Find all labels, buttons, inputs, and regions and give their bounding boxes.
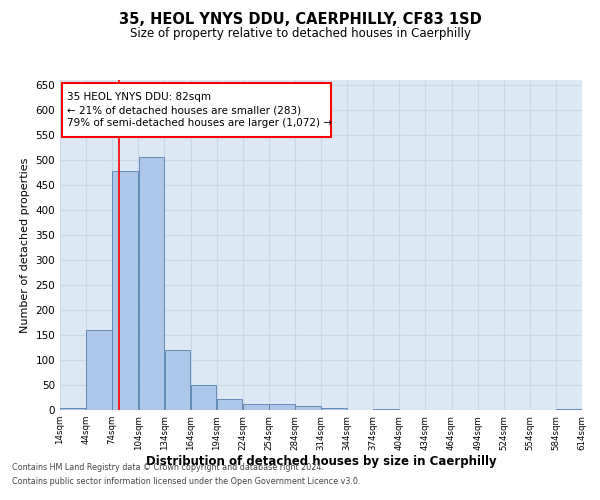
- Bar: [191, 385, 217, 410]
- Bar: [60, 408, 86, 410]
- X-axis label: Distribution of detached houses by size in Caerphilly: Distribution of detached houses by size …: [146, 456, 496, 468]
- Text: Contains HM Land Registry data © Crown copyright and database right 2024.: Contains HM Land Registry data © Crown c…: [12, 464, 324, 472]
- Text: 35 HEOL YNYS DDU: 82sqm: 35 HEOL YNYS DDU: 82sqm: [67, 92, 211, 102]
- Bar: [164, 350, 190, 410]
- Text: ← 21% of detached houses are smaller (283): ← 21% of detached houses are smaller (28…: [67, 106, 301, 116]
- Bar: [139, 158, 164, 410]
- Bar: [217, 399, 242, 410]
- Bar: [269, 404, 295, 410]
- Y-axis label: Number of detached properties: Number of detached properties: [20, 158, 30, 332]
- Bar: [321, 408, 347, 410]
- Text: Size of property relative to detached houses in Caerphilly: Size of property relative to detached ho…: [130, 28, 470, 40]
- Bar: [373, 408, 399, 410]
- Text: 35, HEOL YNYS DDU, CAERPHILLY, CF83 1SD: 35, HEOL YNYS DDU, CAERPHILLY, CF83 1SD: [119, 12, 481, 28]
- FancyBboxPatch shape: [62, 84, 331, 138]
- Bar: [243, 404, 269, 410]
- Text: Contains public sector information licensed under the Open Government Licence v3: Contains public sector information licen…: [12, 477, 361, 486]
- Text: 79% of semi-detached houses are larger (1,072) →: 79% of semi-detached houses are larger (…: [67, 118, 332, 128]
- Bar: [86, 330, 112, 410]
- Bar: [112, 171, 138, 410]
- Bar: [556, 408, 582, 410]
- Bar: [295, 406, 321, 410]
